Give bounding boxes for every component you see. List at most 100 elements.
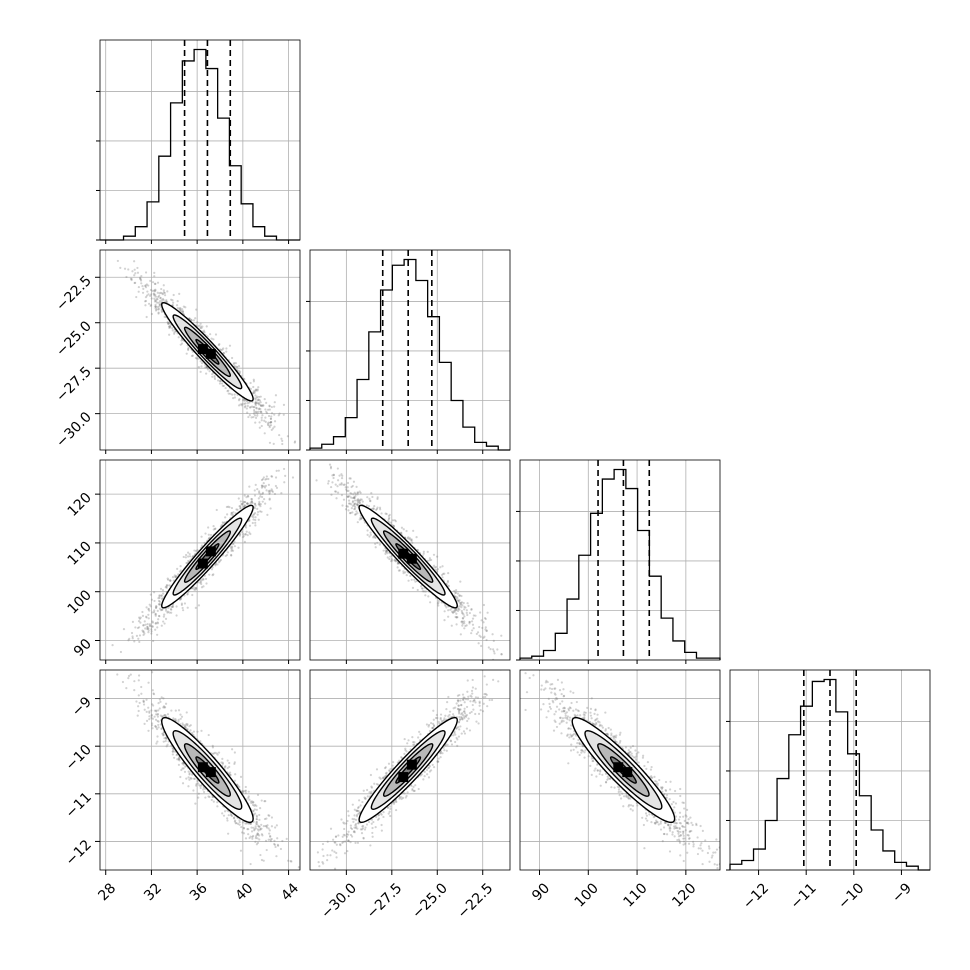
sample-point — [463, 608, 466, 611]
sample-point — [123, 267, 127, 270]
sample-point — [250, 500, 253, 504]
sample-point — [157, 618, 160, 621]
density-peak — [205, 546, 216, 557]
sample-point — [179, 343, 182, 346]
sample-point — [256, 402, 259, 405]
sample-point — [160, 624, 163, 627]
sample-point — [466, 602, 469, 605]
sample-point — [142, 700, 145, 704]
sample-point — [269, 417, 272, 420]
sample-point — [238, 534, 242, 537]
sample-point — [455, 616, 458, 619]
sample-point — [161, 589, 165, 592]
sample-point — [146, 627, 149, 631]
scatter-panel-0-2 — [99, 459, 301, 661]
sample-point — [185, 561, 188, 565]
sample-point — [147, 302, 151, 305]
sample-point — [432, 564, 436, 567]
sample-point — [171, 604, 174, 607]
sample-point — [153, 294, 156, 297]
sample-point — [224, 765, 227, 768]
sample-point — [258, 491, 261, 494]
sample-point — [244, 533, 247, 536]
sample-point — [167, 606, 170, 610]
sample-point — [251, 521, 254, 525]
sample-point — [353, 513, 357, 516]
sample-point — [168, 584, 171, 587]
sample-point — [162, 620, 165, 623]
sample-point — [454, 615, 457, 619]
sample-point — [156, 622, 160, 625]
contour-line-0 — [195, 543, 220, 571]
sample-point — [267, 421, 270, 424]
sample-point — [171, 299, 174, 302]
sample-point — [254, 421, 257, 424]
sample-point — [142, 624, 145, 627]
sample-point — [353, 503, 356, 506]
sample-point — [225, 347, 228, 350]
sample-point — [163, 315, 166, 319]
sample-point — [167, 322, 170, 325]
sample-point — [157, 702, 160, 705]
sample-point — [230, 506, 234, 510]
sample-point — [254, 389, 257, 393]
sample-point — [191, 555, 194, 558]
sample-point — [471, 629, 474, 632]
sample-point — [255, 814, 258, 817]
sample-point — [254, 835, 258, 838]
sample-point — [223, 810, 227, 813]
sample-point — [233, 540, 236, 543]
sample-point — [134, 281, 137, 284]
sample-point — [230, 553, 233, 557]
sample-point — [454, 591, 458, 595]
sample-point — [261, 404, 264, 407]
sample-point — [194, 802, 197, 805]
sample-point — [151, 620, 154, 623]
sample-point — [249, 532, 252, 536]
sample-point — [356, 503, 359, 506]
sample-point — [170, 611, 173, 614]
sample-point — [470, 632, 473, 635]
sample-point — [256, 513, 259, 516]
sample-point — [351, 496, 354, 500]
sample-point — [256, 395, 259, 398]
sample-point — [133, 680, 136, 683]
sample-point — [255, 396, 258, 399]
sample-point — [153, 271, 156, 274]
sample-point — [272, 442, 275, 445]
sample-point — [400, 526, 404, 529]
sample-point — [372, 507, 375, 511]
density-peak — [406, 553, 417, 564]
sample-point — [241, 831, 244, 834]
sample-point — [259, 853, 262, 857]
sample-point — [157, 614, 161, 618]
sample-point — [376, 497, 379, 501]
sample-point — [125, 275, 128, 279]
sample-point — [410, 538, 413, 541]
sample-point — [271, 489, 274, 492]
sample-point — [200, 729, 203, 732]
sample-point — [154, 305, 157, 308]
sample-point — [267, 838, 270, 841]
sample-point — [426, 550, 429, 553]
sample-point — [394, 520, 397, 523]
sample-point — [241, 402, 244, 406]
sample-point — [343, 483, 346, 486]
sample-point — [215, 508, 218, 512]
sample-point — [373, 504, 376, 508]
sample-point — [137, 285, 140, 289]
sample-point — [158, 294, 161, 297]
sample-point — [357, 500, 360, 503]
sample-point — [254, 840, 257, 843]
sample-point — [186, 347, 190, 351]
sample-point — [258, 813, 261, 817]
sample-point — [459, 633, 462, 636]
contour-line-2 — [172, 314, 243, 390]
sample-point — [254, 504, 257, 507]
contour-line-1 — [183, 530, 231, 583]
sample-point — [149, 294, 152, 297]
sample-point — [174, 575, 177, 579]
sample-point — [236, 822, 240, 826]
sample-point — [273, 405, 276, 408]
sample-point — [392, 525, 395, 528]
